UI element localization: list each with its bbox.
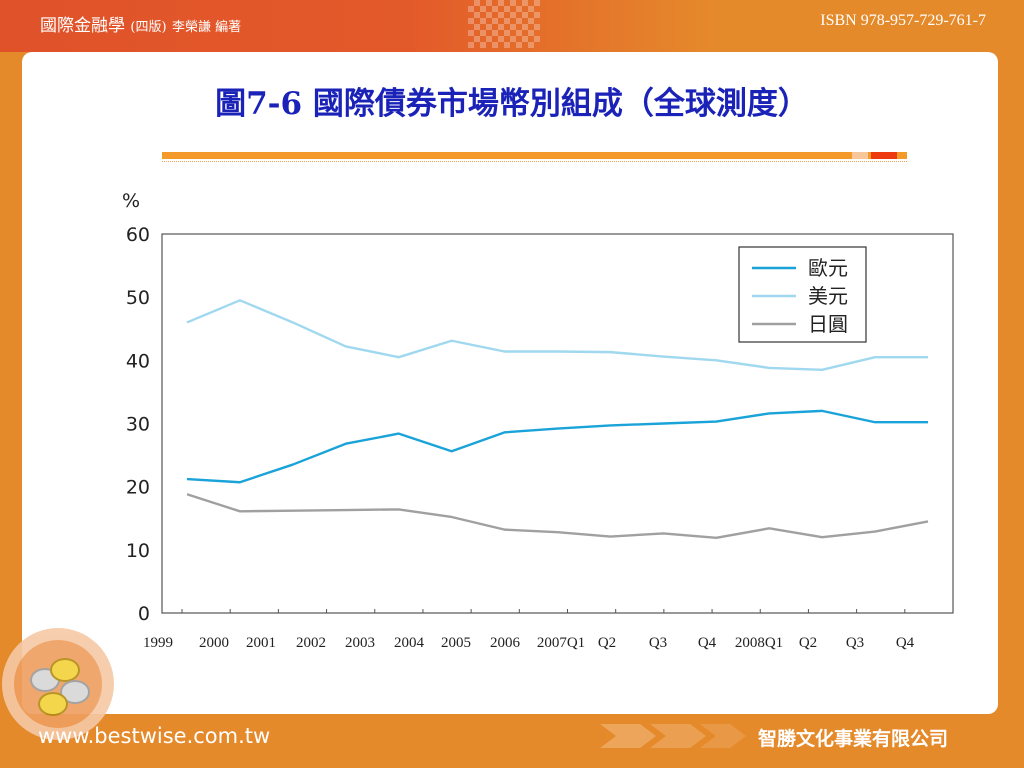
series-line xyxy=(186,493,929,540)
footer-company: 智勝文化事業有限公司 xyxy=(758,728,949,750)
x-tick-label: Q2 xyxy=(598,635,616,651)
accent-bar-segment xyxy=(852,152,868,159)
x-tick-label: 1999 xyxy=(143,635,173,651)
slide-title: 圖7-6 國際債券市場幣別組成（全球測度） xyxy=(215,86,809,122)
legend-label: 日圓 xyxy=(808,312,848,336)
coins-logo xyxy=(2,628,114,740)
x-tick-label: 2006 xyxy=(490,635,521,651)
series-line xyxy=(186,299,928,372)
x-tick-label: Q3 xyxy=(649,635,667,651)
y-tick-label: 0 xyxy=(138,603,150,625)
y-tick-label: 40 xyxy=(126,350,150,372)
x-tick-label: Q3 xyxy=(846,635,864,651)
checker-pattern xyxy=(468,0,540,48)
legend-label: 歐元 xyxy=(808,256,848,280)
x-tick-label: Q2 xyxy=(799,635,817,651)
y-tick-label: 50 xyxy=(126,287,150,309)
y-tick-label: 10 xyxy=(126,540,150,562)
y-axis-label: % xyxy=(122,190,140,212)
series-line xyxy=(186,409,928,484)
book-title-text: 國際金融學 xyxy=(40,16,125,36)
y-tick-label: 60 xyxy=(126,224,150,246)
book-edition: (四版) xyxy=(130,20,167,35)
x-tick-label: 2008Q1 xyxy=(735,635,783,651)
accent-dotted-line xyxy=(162,161,907,163)
x-tick-label: 2004 xyxy=(394,635,425,651)
plot-frame xyxy=(161,233,954,614)
x-tick-label: 2007Q1 xyxy=(537,635,585,651)
x-tick-label: 2002 xyxy=(296,635,326,651)
legend-label: 美元 xyxy=(808,284,848,308)
coin-icon xyxy=(50,658,80,682)
isbn-label: ISBN 978-957-729-761-7 xyxy=(820,12,986,29)
footer-url: www.bestwise.com.tw xyxy=(38,724,271,748)
y-tick-label: 30 xyxy=(126,414,150,436)
x-tick-label: 2005 xyxy=(441,635,471,651)
book-title: 國際金融學 (四版) 李榮謙 編著 xyxy=(40,11,241,36)
x-tick-label: 2001 xyxy=(246,635,276,651)
book-author: 李榮謙 編著 xyxy=(171,20,242,35)
y-tick-label: 20 xyxy=(126,477,150,499)
slide-panel xyxy=(22,52,998,714)
coin-icon xyxy=(38,692,68,716)
x-tick-label: Q4 xyxy=(896,635,915,651)
x-tick-label: 2003 xyxy=(345,635,375,651)
header-band xyxy=(0,0,1024,52)
legend-box xyxy=(738,246,867,343)
accent-bar-segment xyxy=(871,152,897,159)
arrow-icon xyxy=(600,724,746,748)
x-tick-label: Q4 xyxy=(698,635,717,651)
x-tick-label: 2000 xyxy=(199,635,229,651)
accent-bar xyxy=(162,152,907,159)
